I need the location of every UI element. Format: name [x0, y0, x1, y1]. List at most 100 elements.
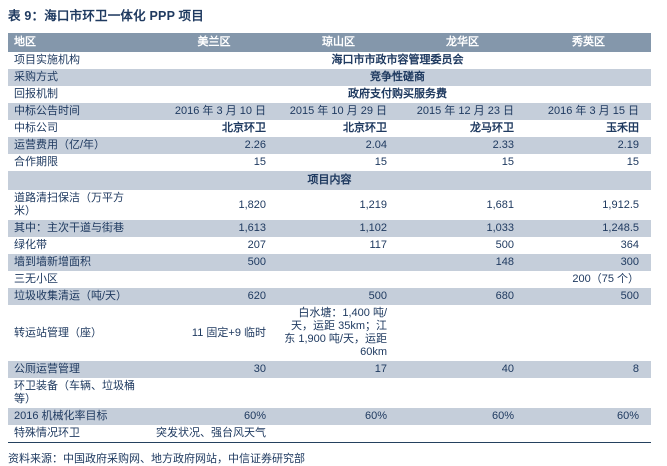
cell-value: [526, 378, 651, 408]
row-span-value: 竞争性磋商: [370, 71, 425, 83]
cell-value: [399, 271, 526, 288]
cell-value: 1,912.5: [602, 198, 639, 211]
cell-value: 2.26: [244, 139, 266, 151]
cell-value: 2.33: [492, 139, 514, 151]
cell-value: 620: [247, 290, 266, 302]
cell-value: 15: [626, 156, 639, 168]
table-header-row: 地区 美兰区 琼山区 龙华区 秀英区: [8, 33, 651, 52]
cell-value: [399, 305, 526, 361]
table-row: 转运站管理（座） 11 固定+9 临时 白水塘：1,400 吨/天，运距 35km；…: [8, 305, 651, 361]
table-row: 合作期限 15 15 15 15: [8, 154, 651, 171]
cell-value: 1,102: [359, 222, 387, 234]
cell-value: 北京环卫: [222, 122, 266, 134]
table-row: 道路清扫保洁（万平方米） 1,820 1,219 1,681 1,912.5: [8, 190, 651, 220]
cell-value: 2015 年 12 月 23 日: [416, 105, 514, 117]
cell-value: 500: [620, 290, 639, 302]
cell-value: [526, 305, 651, 361]
table-row: 中标公司 北京环卫 北京环卫 龙马环卫 玉禾田: [8, 120, 651, 137]
row-label: 公厕运营管理: [14, 363, 80, 375]
cell-value: [278, 254, 399, 271]
table-row: 垃圾收集清运（吨/天） 620 500 680 500: [8, 288, 651, 305]
cell-value: 1,248.5: [602, 222, 639, 234]
cell-value: 148: [495, 256, 514, 268]
row-label: 回报机制: [14, 88, 58, 100]
row-label: 采购方式: [14, 71, 58, 83]
row-label: 三无小区: [14, 273, 58, 285]
cell-value: 15: [253, 156, 266, 168]
ppp-project-table: 地区 美兰区 琼山区 龙华区 秀英区 项目实施机构 海口市市政市容管理委员会采购方式 竞争性…: [8, 33, 651, 443]
cell-value: 500: [247, 256, 266, 268]
cell-value: 207: [247, 239, 266, 251]
row-label: 转运站管理（座）: [14, 326, 102, 339]
table-title: 表 9：海口市环卫一体化 PPP 项目: [8, 9, 204, 23]
table-row: 特殊情况环卫 突发状况、强台风天气: [8, 425, 651, 443]
cell-value: 1,219: [359, 198, 387, 211]
cell-value: 8: [632, 363, 639, 375]
cell-value: [399, 378, 526, 408]
cell-value: 1,613: [238, 222, 266, 234]
row-label: 其中：主次干道与街巷: [14, 222, 124, 234]
cell-value: 200（75 个）: [572, 273, 639, 285]
section-header: 项目内容: [307, 174, 352, 186]
row-span-value: 突发状况、强台风天气: [150, 425, 651, 443]
row-label: 合作期限: [14, 156, 58, 168]
row-label: 特殊情况环卫: [8, 425, 150, 443]
cell-value: 1,820: [238, 198, 266, 211]
table-row: 项目实施机构 海口市市政市容管理委员会: [8, 52, 651, 69]
cell-value: 60%: [491, 410, 514, 422]
cell-value: [150, 378, 278, 408]
cell-value: 364: [620, 239, 639, 251]
column-header-district: 美兰区: [197, 36, 231, 48]
cell-value: [278, 378, 399, 408]
cell-value: 17: [374, 363, 387, 375]
table-row: 回报机制 政府支付购买服务费: [8, 86, 651, 103]
cell-value: 680: [495, 290, 514, 302]
row-span-value: 海口市市政市容管理委员会: [331, 54, 464, 66]
row-label: 中标公告时间: [14, 105, 80, 117]
table-row: 环卫装备（车辆、垃圾桶等）: [8, 378, 651, 408]
cell-value: 白水塘：1,400 吨/天，运距 35km；江东 1,900 吨/天，运距 60…: [284, 307, 387, 358]
cell-value: [150, 271, 278, 288]
cell-value: [278, 271, 399, 288]
cell-value: 15: [374, 156, 387, 168]
column-header-region: 地区: [14, 36, 36, 48]
column-header-district: 琼山区: [322, 36, 355, 48]
table-row: 墙到墙新增面积 500 148 300: [8, 254, 651, 271]
table-row: 三无小区 200（75 个）: [8, 271, 651, 288]
cell-value: 60%: [243, 410, 266, 422]
cell-value: 500: [495, 239, 514, 251]
cell-value: 龙马环卫: [470, 122, 514, 134]
cell-value: 2.04: [365, 139, 387, 151]
cell-value: 500: [368, 290, 387, 302]
table-row: 中标公告时间 2016 年 3 月 10 日 2015 年 10 月 29 日 201…: [8, 103, 651, 120]
cell-value: 2016 年 3 月 15 日: [547, 105, 639, 117]
table-row: 公厕运营管理 30 17 40 8: [8, 361, 651, 378]
row-span-value: 政府支付购买服务费: [348, 88, 447, 100]
table-row: 其中：主次干道与街巷 1,613 1,102 1,033 1,248.5: [8, 220, 651, 237]
cell-value: 2016 年 3 月 10 日: [174, 105, 266, 117]
table-row: 绿化带 207 117 500 364: [8, 237, 651, 254]
table-row: 采购方式 竞争性磋商: [8, 69, 651, 86]
cell-value: 2.19: [617, 139, 639, 151]
row-label: 运营费用（亿/年）: [14, 139, 106, 151]
cell-value: 1,681: [486, 198, 514, 211]
row-label: 道路清扫保洁（万平方米）: [14, 192, 124, 217]
cell-value: 1,033: [486, 222, 514, 234]
column-header-district: 龙华区: [446, 36, 479, 48]
section-header-row: 项目内容: [8, 171, 651, 190]
row-label: 2016 机械化率目标: [14, 410, 108, 422]
cell-value: 40: [501, 363, 514, 375]
cell-value: 玉禾田: [606, 122, 639, 134]
cell-value: 11 固定+9 临时: [191, 326, 266, 339]
row-label: 项目实施机构: [14, 54, 80, 66]
row-label: 墙到墙新增面积: [14, 256, 91, 268]
column-header-district: 秀英区: [572, 36, 605, 48]
cell-value: 117: [369, 239, 387, 251]
row-label: 垃圾收集清运（吨/天）: [14, 290, 128, 302]
cell-value: 15: [501, 156, 514, 168]
cell-value: 2015 年 10 月 29 日: [289, 105, 387, 117]
row-label: 绿化带: [14, 239, 47, 251]
cell-value: 300: [620, 256, 639, 268]
row-label: 环卫装备（车辆、垃圾桶等）: [14, 380, 135, 405]
